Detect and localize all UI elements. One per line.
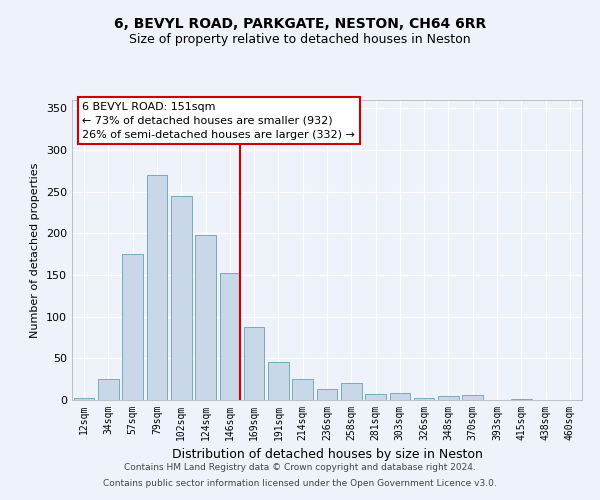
Bar: [146, 175, 167, 400]
Bar: [511, 399, 532, 400]
Text: 6, BEVYL ROAD, PARKGATE, NESTON, CH64 6RR: 6, BEVYL ROAD, PARKGATE, NESTON, CH64 6R…: [114, 18, 486, 32]
Bar: [463, 395, 483, 400]
Bar: [74, 398, 94, 400]
Text: Size of property relative to detached houses in Neston: Size of property relative to detached ho…: [129, 32, 471, 46]
Bar: [438, 396, 459, 400]
Bar: [98, 379, 119, 400]
Bar: [195, 235, 216, 400]
Bar: [268, 362, 289, 400]
X-axis label: Distribution of detached houses by size in Neston: Distribution of detached houses by size …: [172, 448, 482, 462]
Bar: [292, 379, 313, 400]
Y-axis label: Number of detached properties: Number of detached properties: [31, 162, 40, 338]
Bar: [171, 196, 191, 400]
Bar: [365, 394, 386, 400]
Text: Contains public sector information licensed under the Open Government Licence v3: Contains public sector information licen…: [103, 478, 497, 488]
Bar: [341, 384, 362, 400]
Bar: [414, 398, 434, 400]
Bar: [220, 272, 240, 400]
Text: 6 BEVYL ROAD: 151sqm
← 73% of detached houses are smaller (932)
26% of semi-deta: 6 BEVYL ROAD: 151sqm ← 73% of detached h…: [82, 102, 355, 140]
Bar: [122, 254, 143, 400]
Bar: [317, 389, 337, 400]
Bar: [244, 326, 265, 400]
Text: Contains HM Land Registry data © Crown copyright and database right 2024.: Contains HM Land Registry data © Crown c…: [124, 464, 476, 472]
Bar: [389, 394, 410, 400]
